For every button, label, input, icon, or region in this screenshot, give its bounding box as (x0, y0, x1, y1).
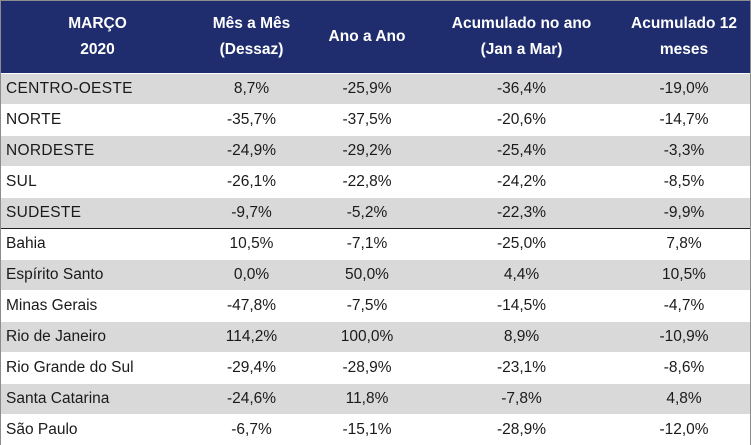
header-ttm-line2: meses (659, 40, 709, 58)
row-ttm: -9,9% (618, 196, 750, 228)
header-month-over-month: Mês a Mês (Dessaz) (194, 1, 309, 73)
row-ytd: -25,4% (425, 134, 618, 166)
row-ttm: -10,9% (618, 320, 750, 352)
row-mom: -9,7% (194, 196, 309, 228)
table-row: Rio de Janeiro 114,2% 100,0% 8,9% -10,9% (1, 320, 750, 352)
row-ttm: -3,3% (618, 134, 750, 166)
header-period-line1: MARÇO (68, 14, 127, 32)
row-mom: 10,5% (194, 227, 309, 259)
row-ttm: -19,0% (618, 72, 750, 104)
row-yoy: -22,8% (309, 165, 425, 197)
row-name: Espírito Santo (1, 258, 194, 290)
row-yoy: -37,5% (309, 103, 425, 135)
row-name: NORDESTE (1, 134, 194, 166)
row-mom: -6,7% (194, 413, 309, 445)
row-mom: -29,4% (194, 351, 309, 383)
row-mom: 114,2% (194, 320, 309, 352)
row-yoy: 100,0% (309, 320, 425, 352)
row-ytd: -14,5% (425, 289, 618, 321)
row-ttm: -12,0% (618, 413, 750, 445)
row-yoy: -25,9% (309, 72, 425, 104)
header-mom-line2: (Dessaz) (219, 40, 284, 58)
table-row: Bahia 10,5% -7,1% -25,0% 7,8% (1, 227, 750, 259)
row-name: Rio de Janeiro (1, 320, 194, 352)
row-ttm: -8,5% (618, 165, 750, 197)
row-name: CENTRO-OESTE (1, 72, 194, 104)
row-ytd: -36,4% (425, 72, 618, 104)
header-ytd-line1: Acumulado no ano (451, 14, 592, 32)
row-ttm: 10,5% (618, 258, 750, 290)
row-ytd: -25,0% (425, 227, 618, 259)
row-name: Santa Catarina (1, 382, 194, 414)
row-name: SUDESTE (1, 196, 194, 228)
row-name: Minas Gerais (1, 289, 194, 321)
row-ttm: -8,6% (618, 351, 750, 383)
row-ytd: -7,8% (425, 382, 618, 414)
row-name: Bahia (1, 227, 194, 259)
row-yoy: -28,9% (309, 351, 425, 383)
header-ttm-line1: Acumulado 12 (631, 14, 737, 32)
table-row: SUL -26,1% -22,8% -24,2% -8,5% (1, 165, 750, 197)
table-row: NORTE -35,7% -37,5% -20,6% -14,7% (1, 103, 750, 135)
row-name: NORTE (1, 103, 194, 135)
row-yoy: -7,5% (309, 289, 425, 321)
table-row: CENTRO-OESTE 8,7% -25,9% -36,4% -19,0% (1, 72, 750, 104)
header-period: MARÇO 2020 (1, 1, 194, 73)
header-trailing-12-months: Acumulado 12 meses (618, 1, 750, 73)
row-ytd: -28,9% (425, 413, 618, 445)
row-ytd: -23,1% (425, 351, 618, 383)
header-period-line2: 2020 (80, 40, 115, 58)
row-yoy: 50,0% (309, 258, 425, 290)
table-row: NORDESTE -24,9% -29,2% -25,4% -3,3% (1, 134, 750, 166)
row-yoy: -15,1% (309, 413, 425, 445)
table-row: SUDESTE -9,7% -5,2% -22,3% -9,9% (1, 196, 750, 228)
row-ytd: -20,6% (425, 103, 618, 135)
row-yoy: -7,1% (309, 227, 425, 259)
table-row: Minas Gerais -47,8% -7,5% -14,5% -4,7% (1, 289, 750, 321)
table-header-row: MARÇO 2020 Mês a Mês (Dessaz) Ano a Ano … (1, 1, 750, 73)
table-row: Santa Catarina -24,6% 11,8% -7,8% 4,8% (1, 382, 750, 414)
row-name: SUL (1, 165, 194, 197)
table-row: Rio Grande do Sul -29,4% -28,9% -23,1% -… (1, 351, 750, 383)
header-year-over-year: Ano a Ano (309, 1, 425, 73)
row-mom: 8,7% (194, 72, 309, 104)
row-mom: -47,8% (194, 289, 309, 321)
header-ytd-line2: (Jan a Mar) (480, 40, 563, 58)
row-ytd: -24,2% (425, 165, 618, 197)
row-ttm: 7,8% (618, 227, 750, 259)
row-name: São Paulo (1, 413, 194, 445)
row-mom: -35,7% (194, 103, 309, 135)
header-mom-line1: Mês a Mês (212, 14, 291, 32)
row-ytd: 4,4% (425, 258, 618, 290)
row-yoy: 11,8% (309, 382, 425, 414)
row-ttm: 4,8% (618, 382, 750, 414)
row-name: Rio Grande do Sul (1, 351, 194, 383)
row-ttm: -14,7% (618, 103, 750, 135)
table-row: Espírito Santo 0,0% 50,0% 4,4% 10,5% (1, 258, 750, 290)
row-yoy: -5,2% (309, 196, 425, 228)
row-ytd: 8,9% (425, 320, 618, 352)
header-yoy-line1: Ano a Ano (328, 27, 406, 45)
row-ytd: -22,3% (425, 196, 618, 228)
row-mom: -26,1% (194, 165, 309, 197)
header-year-to-date: Acumulado no ano (Jan a Mar) (425, 1, 618, 73)
row-mom: -24,9% (194, 134, 309, 166)
row-mom: -24,6% (194, 382, 309, 414)
row-ttm: -4,7% (618, 289, 750, 321)
table-row: São Paulo -6,7% -15,1% -28,9% -12,0% (1, 413, 750, 445)
row-yoy: -29,2% (309, 134, 425, 166)
row-mom: 0,0% (194, 258, 309, 290)
